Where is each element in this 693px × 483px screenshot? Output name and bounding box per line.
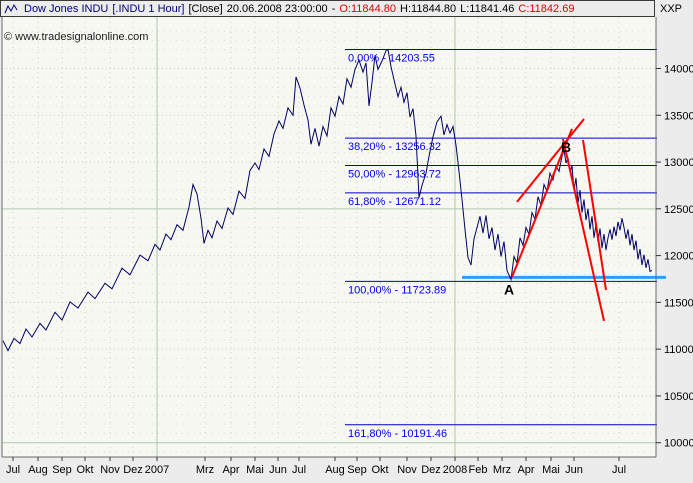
- symbol-period: [.INDU 1 Hour]: [112, 2, 185, 15]
- y-tick-label: 12000: [664, 251, 693, 263]
- x-tick-label: Okt: [371, 464, 388, 476]
- title-bar: Dow Jones INDU [.INDU 1 Hour] [Close] 20…: [0, 0, 655, 17]
- x-tick-label: Mai: [542, 464, 560, 476]
- close-value: C:11842.69: [518, 2, 575, 15]
- y-tick-label: 11500: [664, 297, 693, 309]
- fib-label: 0,00% - 14203.55: [348, 52, 435, 64]
- y-tick-label: 10500: [664, 391, 693, 403]
- fib-label: 50,00% - 12963.72: [348, 168, 441, 180]
- x-tick-label: 2008: [443, 464, 467, 476]
- plot-background: [2, 17, 656, 457]
- x-tick-label: Dez: [123, 464, 143, 476]
- x-tick-label: Nov: [397, 464, 417, 476]
- x-tick-label: Apr: [517, 464, 534, 476]
- trend-line-rising-lower: [511, 128, 573, 278]
- y-tick-label: 13500: [664, 110, 693, 122]
- watermark: © www.tradesignalonline.com: [4, 31, 149, 43]
- fib-label: 161,80% - 10191.46: [348, 428, 447, 440]
- x-tick-label: Nov: [100, 464, 120, 476]
- fib-label: 61,80% - 12671.12: [348, 196, 441, 208]
- trend-line-rising-upper: [516, 118, 585, 203]
- low-value: L:11841.46: [460, 2, 515, 15]
- x-tick-label: 2007: [145, 464, 169, 476]
- fib-label: 38,20% - 13256.32: [348, 141, 441, 153]
- y-tick-label: 10000: [664, 438, 693, 450]
- x-tick-label: Jul: [292, 464, 306, 476]
- x-tick-label: Feb: [469, 464, 488, 476]
- x-tick-label: Okt: [76, 464, 93, 476]
- x-tick-label: Jun: [269, 464, 287, 476]
- high-value: H:11844.80: [400, 2, 457, 15]
- x-tick-label: Mai: [246, 464, 264, 476]
- fib-label: 100,00% - 11723.89: [348, 284, 446, 296]
- open-value: O:11844.80: [339, 2, 397, 15]
- x-tick-label: Mrz: [493, 464, 511, 476]
- y-tick-label: 13000: [664, 157, 693, 169]
- x-tick-label: Jul: [6, 464, 20, 476]
- timestamp: 20.06.2008 23:00:00: [226, 2, 328, 15]
- x-tick-label: Aug: [325, 464, 345, 476]
- trend-line-falling-right: [582, 139, 607, 291]
- corner-label: XXP: [660, 3, 683, 15]
- x-tick-label: Jun: [565, 464, 583, 476]
- instrument-name: Dow Jones INDU: [24, 2, 109, 15]
- x-tick-label: Sep: [347, 464, 367, 476]
- x-tick-label: Mrz: [196, 464, 214, 476]
- annotation-B: B: [561, 139, 571, 155]
- x-tick-label: Sep: [52, 464, 72, 476]
- x-tick-label: Dez: [421, 464, 441, 476]
- separator: -: [331, 2, 336, 15]
- y-tick-label: 11000: [664, 344, 693, 356]
- x-tick-label: Aug: [28, 464, 48, 476]
- price-series: [2, 48, 653, 352]
- zigzag-line-icon: [4, 3, 18, 13]
- annotation-A: A: [504, 281, 514, 297]
- trend-line-falling-left: [562, 138, 605, 322]
- x-tick-label: Apr: [222, 464, 239, 476]
- y-tick-label: 12500: [664, 204, 693, 216]
- price-basis: [Close]: [188, 2, 223, 15]
- x-tick-label: Jul: [612, 464, 626, 476]
- y-tick-label: 14000: [664, 64, 693, 76]
